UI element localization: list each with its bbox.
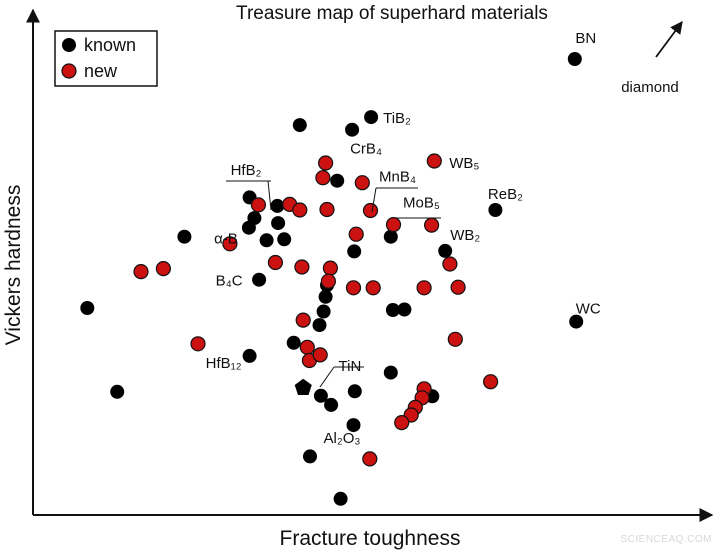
new-point xyxy=(365,280,381,296)
new-point xyxy=(312,347,328,363)
new-point xyxy=(354,175,370,191)
new-point xyxy=(315,170,331,186)
known-point xyxy=(259,233,274,248)
legend-label-known: known xyxy=(84,35,136,55)
known-point xyxy=(347,384,362,399)
legend: known new xyxy=(54,30,158,87)
known-point xyxy=(330,173,345,188)
new-point xyxy=(320,273,336,289)
new-point xyxy=(295,312,311,328)
new-point xyxy=(426,153,442,169)
known-point xyxy=(313,388,328,403)
known-point xyxy=(286,335,301,350)
point-label: MoB₅ xyxy=(403,195,440,212)
point-label: CrB₄ xyxy=(350,141,382,158)
point-label: TiB₂ xyxy=(383,110,411,127)
new-point xyxy=(190,336,206,352)
point-label: WB₅ xyxy=(449,155,479,172)
known-point xyxy=(324,397,339,412)
point-label: ReB₂ xyxy=(488,186,523,203)
known-point xyxy=(277,232,292,247)
new-point xyxy=(362,202,379,219)
known-point xyxy=(397,302,412,317)
annotation-al2o3: Al₂O₃ xyxy=(324,430,361,447)
known-point xyxy=(312,318,327,333)
known-point xyxy=(364,110,379,125)
annotations: diamond Al₂O₃ HfB₂ xyxy=(226,20,683,447)
new-point xyxy=(416,280,432,296)
known-point xyxy=(292,118,307,133)
known-point xyxy=(346,418,361,433)
new-point xyxy=(250,197,266,213)
new-point xyxy=(267,254,283,271)
point-label: HfB₁₂ xyxy=(206,355,242,372)
new-point xyxy=(424,217,440,233)
new-point xyxy=(348,226,364,242)
point-label: BN xyxy=(575,30,596,47)
pentagon-marker xyxy=(294,378,312,395)
new-point xyxy=(442,256,458,272)
new-point xyxy=(155,261,171,277)
watermark: SCIENCEAQ.COM xyxy=(620,534,712,545)
annotation-hfb2: HfB₂ xyxy=(231,162,262,179)
new-point xyxy=(319,201,335,218)
point-label: TiN xyxy=(339,358,362,375)
new-point xyxy=(385,217,402,233)
y-axis-label: Vickers hardness xyxy=(2,185,25,346)
data-points xyxy=(80,52,584,506)
new-point xyxy=(394,415,410,431)
known-point xyxy=(438,243,453,258)
annotation-diamond: diamond xyxy=(621,79,679,96)
legend-marker-new xyxy=(61,63,77,79)
known-point xyxy=(385,303,400,317)
new-point xyxy=(345,280,362,296)
known-point xyxy=(316,304,331,319)
new-point xyxy=(294,259,310,275)
new-point xyxy=(222,236,238,252)
hfb2-leader-line-2 xyxy=(267,180,272,211)
legend-label-new: new xyxy=(84,61,118,81)
legend-marker-known xyxy=(62,38,76,52)
point-label: α-B xyxy=(214,231,238,248)
new-point xyxy=(133,264,149,280)
known-point xyxy=(318,289,333,304)
mnb4-leader-line-2 xyxy=(371,187,377,213)
known-point xyxy=(177,229,192,244)
known-point xyxy=(333,491,348,506)
diamond-arrow xyxy=(655,20,683,58)
known-point xyxy=(345,122,360,137)
known-point xyxy=(567,52,582,66)
known-point xyxy=(347,244,362,259)
x-axis-label: Fracture toughness xyxy=(280,527,461,550)
new-point xyxy=(322,260,338,276)
new-point xyxy=(362,451,378,467)
new-point xyxy=(483,374,499,390)
known-point xyxy=(80,301,95,315)
known-point xyxy=(488,203,503,217)
chart-title: Treasure map of superhard materials xyxy=(236,3,548,24)
new-point xyxy=(318,155,334,171)
known-point xyxy=(241,220,256,235)
new-point xyxy=(292,202,308,218)
known-point xyxy=(271,216,286,231)
known-point xyxy=(383,365,398,380)
known-point xyxy=(110,384,125,399)
point-label: MnB₄ xyxy=(379,169,416,186)
new-point xyxy=(299,339,315,355)
point-label: B₄C xyxy=(216,273,243,290)
known-point xyxy=(303,449,317,464)
known-point xyxy=(252,272,267,287)
point-label: WC xyxy=(576,301,601,318)
tin-leader-line-2 xyxy=(319,366,335,388)
known-point xyxy=(569,314,584,329)
known-point xyxy=(242,348,257,363)
point-label: WB₂ xyxy=(450,227,480,244)
new-point xyxy=(450,279,466,295)
new-point xyxy=(447,331,463,347)
known-point xyxy=(383,229,398,244)
known-point xyxy=(270,198,285,213)
